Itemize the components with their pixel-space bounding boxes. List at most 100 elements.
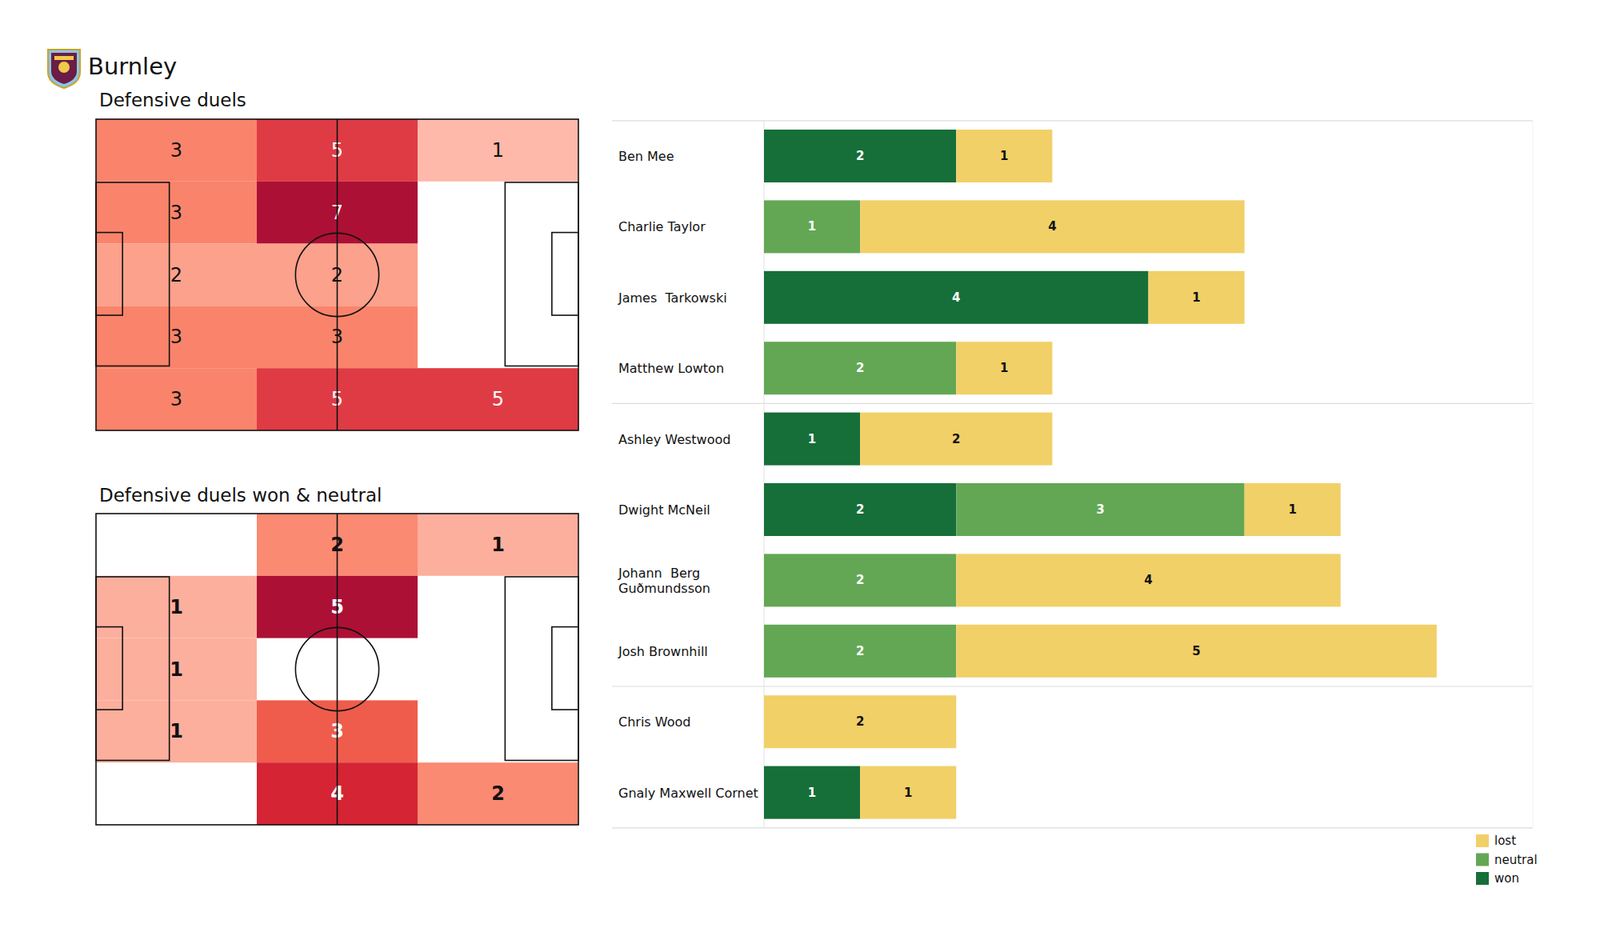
goal-area: [96, 232, 123, 316]
category-line: Josh Brownhill: [617, 644, 708, 660]
data-label: 1: [808, 432, 816, 447]
data-label: 5: [1192, 644, 1200, 659]
bar-segment: [764, 271, 1149, 324]
category-line: Ashley Westwood: [618, 432, 731, 448]
bar-labels: 24121123221411214521: [808, 148, 1297, 800]
chart-title: Defensive duels: [99, 89, 247, 111]
separator-line: [612, 120, 1533, 121]
bar-segment: [956, 129, 1052, 183]
cell-label: 2: [170, 264, 183, 287]
cell-label: 1: [492, 139, 504, 162]
heat-cell: [96, 368, 257, 431]
category-label: James Tarkowski: [617, 290, 728, 306]
bar-chart: Ben Mee Charlie Taylor James Tarkowski Matt…: [612, 120, 1538, 886]
category-line: Charlie Taylor: [618, 219, 706, 235]
category-label: Josh Brownhill: [617, 644, 708, 660]
centre-circle: [295, 232, 379, 316]
heatmap: Defensive duels won & neutral211511342: [96, 484, 579, 825]
cell-label: 1: [169, 596, 184, 619]
bar-segment: [1148, 271, 1245, 324]
category-label: Johann BergGuðmundsson: [617, 565, 711, 596]
background: [0, 0, 1600, 940]
legend-swatch: [1476, 853, 1489, 867]
bar-segment: [956, 341, 1052, 395]
page-title: Burnley: [88, 52, 177, 80]
bar-segment: [764, 341, 956, 395]
data-label: 1: [808, 785, 816, 800]
goal-area: [552, 232, 579, 316]
category-label: Ashley Westwood: [618, 432, 731, 448]
heat-cell: [96, 576, 257, 639]
data-label: 1: [1192, 290, 1200, 305]
category-label: Charlie Taylor: [618, 219, 706, 235]
heat-cell: [96, 244, 257, 307]
category-line: Dwight McNeil: [618, 502, 711, 518]
goal-area: [552, 627, 579, 710]
legend-swatch: [1476, 872, 1489, 885]
cell-label: 3: [170, 201, 183, 224]
cells: [96, 119, 579, 431]
data-label: 2: [952, 432, 960, 447]
data-label: 1: [808, 219, 816, 234]
data-label: 2: [856, 572, 864, 588]
separator-line: [612, 403, 1533, 404]
category-label: Matthew Lowton: [618, 360, 724, 376]
heat-cell: [417, 513, 579, 576]
bar-segment: [764, 200, 860, 253]
legend-swatch: [1476, 834, 1489, 848]
bar-segment: [860, 200, 1245, 253]
bar-segment: [1244, 483, 1341, 536]
category-line: Matthew Lowton: [618, 360, 724, 376]
separators: [612, 120, 1533, 828]
pitch-frame: [96, 513, 579, 825]
halfway-line: [336, 513, 339, 825]
pitch-frame: [96, 119, 579, 431]
cell-label: 5: [492, 388, 504, 411]
heat-cell: [96, 181, 257, 244]
penalty-box: [504, 576, 579, 761]
data-label: 1: [1000, 360, 1008, 376]
bar-segment: [764, 553, 956, 607]
centre-circle: [295, 627, 379, 711]
heatmap: Defensive duels351372233355: [96, 89, 579, 431]
pitch-lines: [96, 119, 579, 431]
category-label: Chris Wood: [618, 714, 691, 730]
bars: [764, 129, 1437, 820]
cells: [96, 513, 579, 825]
category-line: Chris Wood: [618, 714, 691, 730]
data-label: 1: [1288, 502, 1296, 517]
category-line: Gnaly Maxwell Cornet: [618, 785, 759, 801]
axis-end: [1532, 120, 1534, 828]
category-line: James Tarkowski: [617, 290, 728, 306]
goal-area: [96, 627, 123, 710]
chart-title: Defensive duels won & neutral: [99, 484, 382, 506]
data-label: 2: [856, 502, 864, 517]
data-label: 2: [856, 360, 864, 376]
heat-cell: [417, 368, 579, 431]
logo-shield: [48, 49, 80, 88]
separator-line: [612, 685, 1533, 687]
bar-segment: [764, 695, 956, 748]
bar-segment: [764, 412, 860, 466]
penalty-box: [96, 576, 170, 761]
data-label: 4: [1048, 219, 1056, 234]
heat-cell: [417, 762, 579, 825]
data-label: 4: [1144, 572, 1152, 588]
bar-segment: [764, 766, 860, 820]
data-label: 2: [856, 644, 864, 659]
logo-emblem: [58, 61, 70, 73]
cell-label: 3: [170, 139, 183, 162]
category-label: Ben Mee: [618, 148, 675, 164]
pitch-lines: [96, 513, 579, 825]
legend-label: lost: [1494, 833, 1516, 848]
penalty-box: [504, 182, 579, 367]
data-label: 3: [1096, 502, 1104, 517]
bar-segment: [860, 766, 956, 820]
legend-label: neutral: [1494, 852, 1538, 868]
cell-label: 2: [491, 782, 505, 805]
cell-label: 1: [169, 720, 184, 743]
category-label: Gnaly Maxwell Cornet: [618, 785, 759, 801]
bar-segment: [956, 483, 1244, 536]
bar-segment: [764, 624, 956, 678]
category-line: Johann Berg: [617, 565, 700, 581]
